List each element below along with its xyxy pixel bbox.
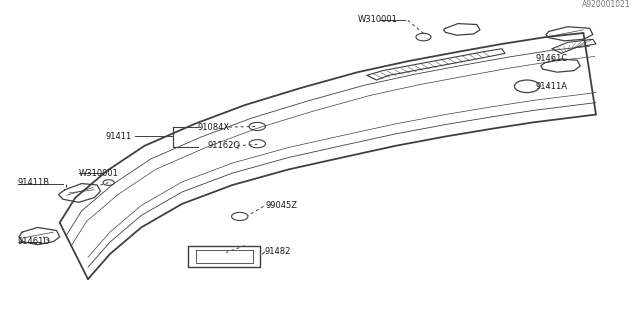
Text: A920001021: A920001021 bbox=[582, 0, 630, 10]
Text: 91482: 91482 bbox=[265, 247, 291, 256]
Text: 91461C: 91461C bbox=[535, 53, 568, 63]
Text: 91411A: 91411A bbox=[535, 82, 567, 91]
Text: 91162Q: 91162Q bbox=[207, 141, 240, 150]
Text: W310001: W310001 bbox=[358, 15, 397, 24]
Text: 99045Z: 99045Z bbox=[266, 201, 298, 210]
Text: 91411: 91411 bbox=[106, 132, 132, 141]
Text: W310001: W310001 bbox=[79, 169, 118, 178]
Text: 91084X: 91084X bbox=[198, 123, 230, 132]
Text: 91411B: 91411B bbox=[18, 178, 50, 188]
Text: 91461D: 91461D bbox=[18, 237, 51, 246]
